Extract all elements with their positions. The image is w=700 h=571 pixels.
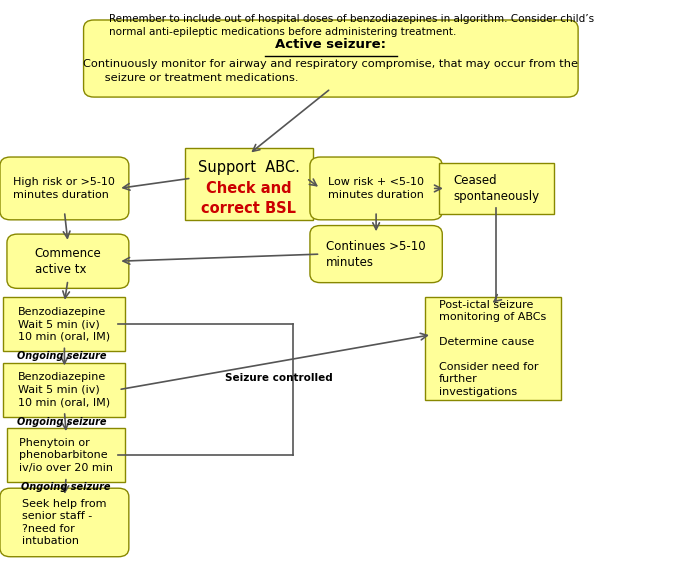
Text: Continuously monitor for airway and respiratory compromise, that may occur from : Continuously monitor for airway and resp…	[83, 59, 578, 83]
Text: Benzodiazepine
Wait 5 min (iv)
10 min (oral, IM): Benzodiazepine Wait 5 min (iv) 10 min (o…	[18, 307, 111, 341]
FancyBboxPatch shape	[310, 226, 442, 283]
FancyBboxPatch shape	[185, 148, 314, 220]
Text: Phenytoin or
phenobarbitone
iv/io over 20 min: Phenytoin or phenobarbitone iv/io over 2…	[19, 438, 113, 473]
Text: Check and: Check and	[206, 180, 292, 196]
Text: Continues >5-10
minutes: Continues >5-10 minutes	[326, 240, 426, 268]
FancyBboxPatch shape	[4, 297, 125, 351]
Text: Ongoing seizure: Ongoing seizure	[18, 417, 107, 427]
Text: Post-ictal seizure
monitoring of ABCs

Determine cause

Consider need for
furthe: Post-ictal seizure monitoring of ABCs De…	[439, 300, 547, 397]
Text: correct BSL: correct BSL	[202, 200, 297, 216]
FancyBboxPatch shape	[0, 157, 129, 220]
Text: Commence
active tx: Commence active tx	[34, 247, 102, 276]
Text: Remember to include out of hospital doses of benzodiazepines in algorithm. Consi: Remember to include out of hospital dose…	[109, 14, 594, 38]
Text: Ongoing seizure: Ongoing seizure	[21, 482, 111, 493]
Text: Ceased
spontaneously: Ceased spontaneously	[453, 174, 539, 203]
FancyBboxPatch shape	[7, 428, 125, 482]
Text: Low risk + <5-10
minutes duration: Low risk + <5-10 minutes duration	[328, 177, 424, 200]
Text: High risk or >5-10
minutes duration: High risk or >5-10 minutes duration	[13, 177, 116, 200]
FancyBboxPatch shape	[4, 363, 125, 417]
Text: Active seizure:: Active seizure:	[275, 38, 386, 51]
Text: Seek help from
senior staff -
?need for
intubation: Seek help from senior staff - ?need for …	[22, 499, 106, 546]
FancyBboxPatch shape	[439, 163, 554, 214]
FancyBboxPatch shape	[310, 157, 442, 220]
FancyBboxPatch shape	[425, 297, 561, 400]
FancyBboxPatch shape	[83, 20, 578, 97]
FancyBboxPatch shape	[0, 488, 129, 557]
Text: Seizure controlled: Seizure controlled	[225, 373, 332, 383]
Text: Support  ABC.: Support ABC.	[198, 159, 300, 175]
Text: Ongoing seizure: Ongoing seizure	[18, 351, 107, 361]
Text: Benzodiazepine
Wait 5 min (iv)
10 min (oral, IM): Benzodiazepine Wait 5 min (iv) 10 min (o…	[18, 372, 111, 407]
FancyBboxPatch shape	[7, 234, 129, 288]
